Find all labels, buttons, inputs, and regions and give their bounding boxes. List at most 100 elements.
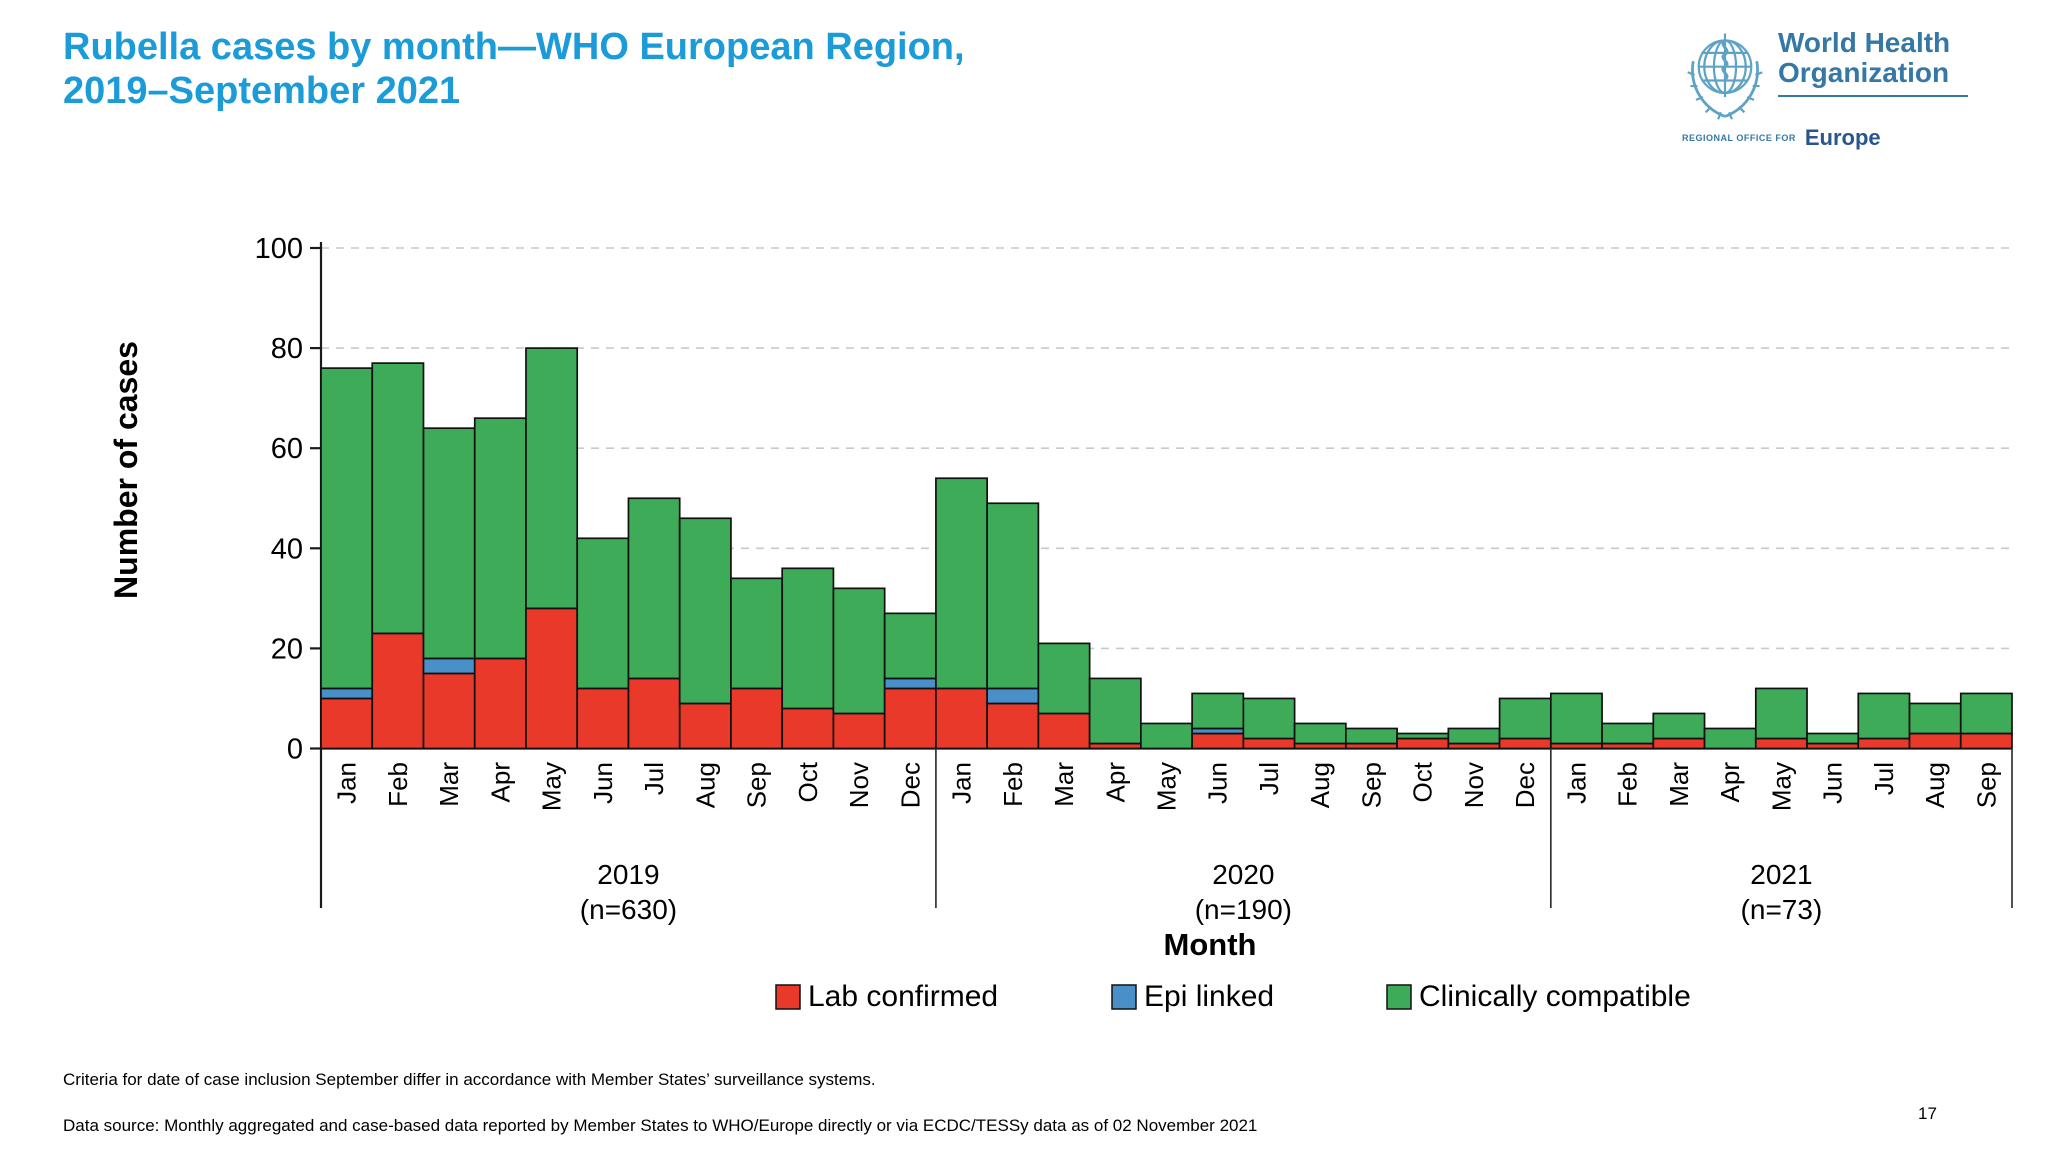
- who-emblem-icon: [1687, 33, 1763, 120]
- bar-segment: [1652, 712, 1706, 740]
- legend-item-epi-linked: Epi linked: [1111, 980, 1274, 1013]
- y-tick-label: 20: [271, 633, 303, 665]
- legend-swatch: [1386, 984, 1412, 1010]
- x-tick-label: Nov: [844, 762, 874, 808]
- x-tick-label: Nov: [1459, 762, 1489, 808]
- bar-segment: [1498, 697, 1552, 740]
- bar-segment: [1857, 737, 1911, 750]
- bar-segment: [986, 702, 1040, 750]
- who-regional-office-label: REGIONAL OFFICE FOR: [1682, 133, 1796, 143]
- bar-segment: [1191, 732, 1245, 750]
- bar-segment: [935, 477, 989, 690]
- page-title-line1: Rubella cases by month—WHO European Regi…: [63, 26, 965, 68]
- x-tick-label: Sep: [1971, 762, 2001, 808]
- bar-segment: [1191, 692, 1245, 730]
- bar-segment: [576, 687, 630, 750]
- x-tick-label: Jul: [1254, 762, 1284, 795]
- bar-segment: [1754, 687, 1808, 740]
- bar-segment: [576, 537, 630, 690]
- bar-segment: [1703, 727, 1757, 750]
- x-tick-label: Sep: [742, 762, 772, 808]
- bar-segment: [422, 427, 476, 660]
- x-tick-label: Mar: [434, 762, 464, 807]
- bar-segment: [1908, 732, 1962, 750]
- bar-segment: [781, 707, 835, 750]
- x-tick-label: Jul: [1869, 762, 1899, 795]
- bar-segment: [320, 697, 374, 750]
- bar-segment: [1242, 697, 1296, 740]
- bar-segment: [1242, 737, 1296, 750]
- x-tick-label: Apr: [485, 762, 515, 803]
- x-tick-label: Jun: [1818, 762, 1848, 804]
- legend-label: Clinically compatible: [1419, 980, 1691, 1013]
- x-tick-label: May: [1766, 762, 1796, 811]
- bar-segment: [781, 567, 835, 710]
- x-tick-label: Jun: [1203, 762, 1233, 804]
- bar-segment: [1754, 737, 1808, 750]
- x-tick-label: Oct: [1408, 761, 1438, 802]
- bar-segment: [1037, 712, 1091, 750]
- x-tick-label: Jan: [947, 762, 977, 804]
- year-n-label: (n=190): [1195, 894, 1292, 925]
- legend-swatch: [1111, 984, 1137, 1010]
- bar-segment: [473, 417, 527, 660]
- bar-segment: [832, 587, 886, 715]
- y-tick-label: 80: [271, 333, 303, 365]
- x-tick-label: Feb: [383, 762, 413, 807]
- bar-segment: [935, 687, 989, 750]
- bar-segment: [320, 367, 374, 690]
- bar-segment: [1396, 732, 1450, 740]
- x-tick-label: Mar: [1049, 762, 1079, 807]
- x-tick-label: Dec: [895, 762, 925, 808]
- x-tick-label: Aug: [690, 762, 720, 808]
- bar-segment: [627, 677, 681, 750]
- bar-segment: [986, 502, 1040, 690]
- x-tick-label: Aug: [1305, 762, 1335, 808]
- bar-segment: [1498, 737, 1552, 750]
- bar-segment: [320, 687, 374, 700]
- x-tick-label: Mar: [1664, 762, 1694, 807]
- bar-segment: [1140, 722, 1193, 750]
- footnote-data-source: Data source: Monthly aggregated and case…: [63, 1116, 1258, 1135]
- x-tick-label: Oct: [793, 761, 823, 802]
- x-tick-label: May: [1152, 762, 1182, 811]
- x-tick-label: Jan: [332, 762, 362, 804]
- x-tick-label: Feb: [998, 762, 1028, 807]
- legend-swatch: [775, 984, 801, 1010]
- bar-segment: [1959, 732, 2013, 750]
- year-n-label: (n=630): [580, 894, 677, 925]
- bar-segment: [730, 577, 784, 690]
- bar-segment: [1652, 737, 1706, 750]
- bar-segment: [1293, 722, 1347, 745]
- page-title: Rubella cases by month—WHO European Regi…: [63, 26, 1163, 113]
- bar-segment: [371, 362, 425, 635]
- bar-segment: [1088, 677, 1142, 745]
- bar-segment: [986, 687, 1040, 705]
- page-title-line2: 2019–September 2021: [63, 69, 461, 112]
- x-axis-title: Month: [1164, 927, 1257, 962]
- legend-item-lab-confirmed: Lab confirmed: [775, 980, 998, 1013]
- bar-segment: [422, 657, 476, 675]
- bar-segment: [422, 672, 476, 750]
- x-tick-label: Apr: [1100, 762, 1130, 803]
- bar-segment: [883, 687, 937, 750]
- year-label: 2019: [597, 859, 659, 890]
- bar-segment: [525, 607, 579, 750]
- legend-label: Epi linked: [1144, 980, 1274, 1013]
- who-logo: World Health Organization REGIONAL OFFIC…: [1682, 28, 2012, 151]
- bar-segment: [678, 517, 732, 705]
- x-tick-label: May: [537, 762, 567, 811]
- who-region-label: Europe: [1804, 125, 1881, 150]
- bar-segment: [371, 632, 425, 750]
- bar-segment: [1447, 727, 1501, 745]
- x-tick-label: Apr: [1715, 762, 1745, 803]
- bar-segment: [627, 497, 681, 680]
- legend-label: Lab confirmed: [808, 980, 998, 1013]
- bar-segment: [473, 657, 527, 750]
- y-tick-label: 100: [255, 233, 303, 265]
- bar-segment: [1037, 642, 1091, 715]
- x-tick-label: Jul: [639, 762, 669, 795]
- year-n-label: (n=73): [1741, 894, 1823, 925]
- y-tick-label: 0: [287, 734, 303, 766]
- bar-segment: [1908, 702, 1962, 735]
